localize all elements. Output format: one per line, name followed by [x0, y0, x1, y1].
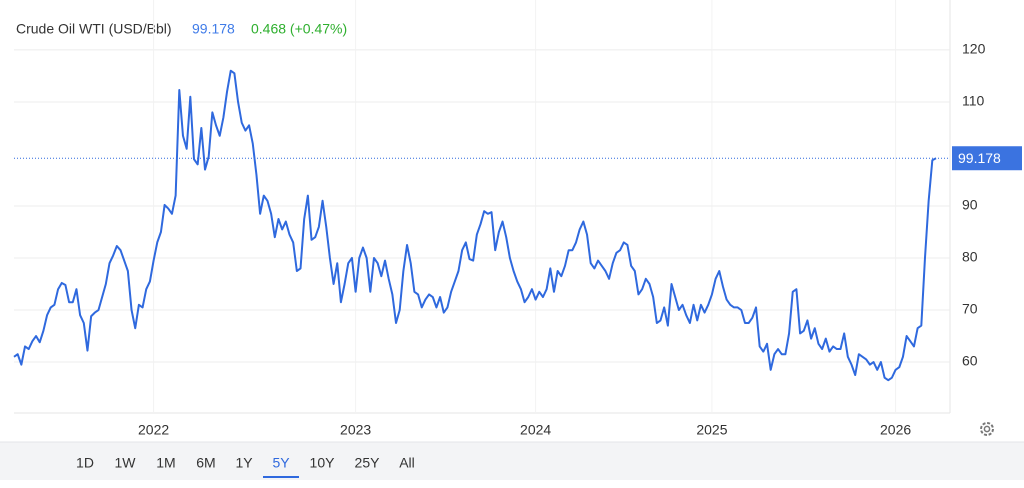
- range-button[interactable]: 1M: [156, 455, 175, 471]
- range-bar: [0, 442, 1024, 480]
- chart-title: Crude Oil WTI (USD/Bbl): [16, 21, 172, 37]
- range-button[interactable]: 1D: [76, 455, 94, 471]
- x-tick-label: 2022: [138, 422, 169, 438]
- range-button[interactable]: 25Y: [355, 455, 381, 471]
- header-price: 99.178: [192, 21, 235, 37]
- last-price-label: 99.178: [958, 150, 1001, 166]
- range-button[interactable]: 1W: [115, 455, 137, 471]
- y-tick-label: 60: [962, 353, 978, 369]
- last-price-badge: [952, 146, 1022, 171]
- x-tick-label: 2023: [340, 422, 371, 438]
- range-button[interactable]: 6M: [196, 455, 215, 471]
- x-tick-label: 2026: [880, 422, 911, 438]
- range-button[interactable]: 10Y: [310, 455, 336, 471]
- x-tick-label: 2025: [696, 422, 727, 438]
- y-tick-label: 70: [962, 301, 978, 317]
- y-tick-label: 120: [962, 41, 986, 57]
- y-tick-label: 110: [962, 93, 985, 109]
- header-change: 0.468 (+0.47%): [251, 21, 347, 37]
- range-button[interactable]: 1Y: [235, 455, 253, 471]
- price-line: [13, 69, 937, 382]
- range-active-underline: [263, 476, 299, 478]
- range-button[interactable]: All: [399, 455, 415, 471]
- x-tick-label: 2024: [520, 422, 551, 438]
- y-tick-label: 90: [962, 197, 978, 213]
- y-tick-label: 80: [962, 249, 978, 265]
- settings-icon[interactable]: [980, 422, 994, 436]
- header: Crude Oil WTI (USD/Bbl) 99.178 0.468 (+0…: [16, 21, 347, 37]
- range-button[interactable]: 5Y: [272, 455, 290, 471]
